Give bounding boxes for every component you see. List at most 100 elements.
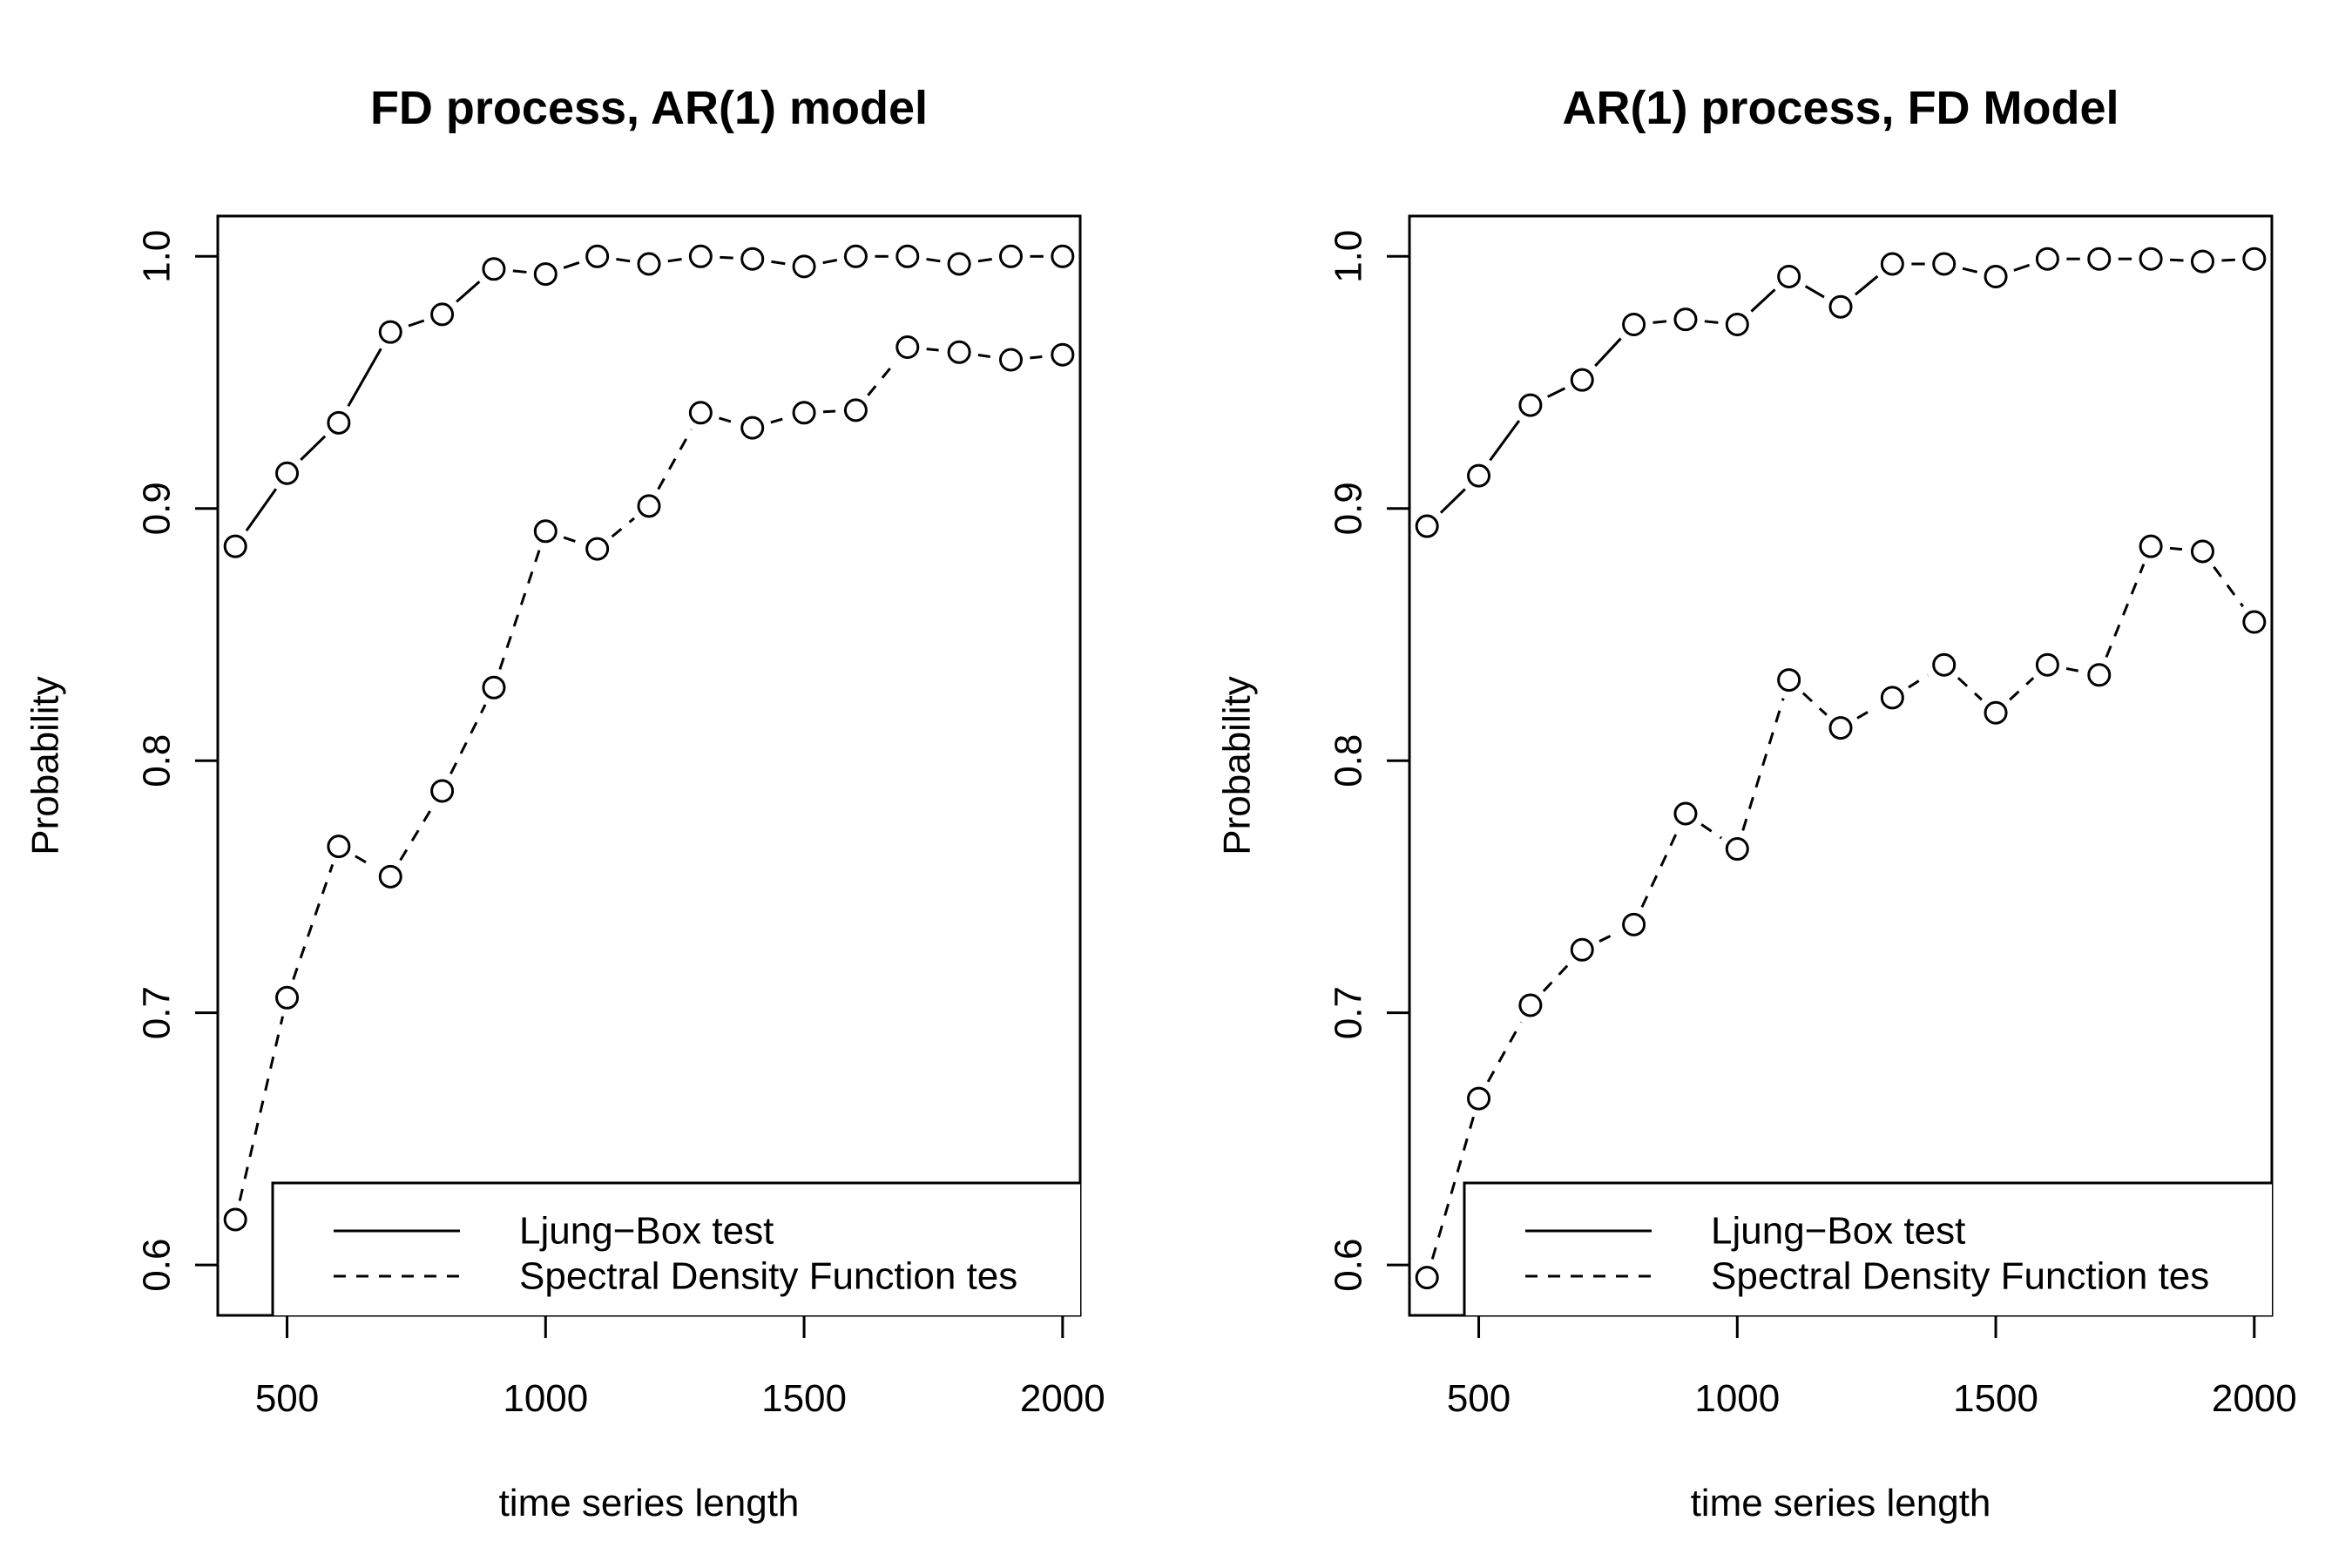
series-segment (1801, 692, 1828, 716)
data-point (1570, 368, 1594, 392)
series-segment (292, 863, 335, 980)
x-tick-label: 1500 (761, 1377, 847, 1420)
chart-title: AR(1) process, FD Model (1562, 82, 2119, 134)
series-segment (1640, 830, 1680, 909)
y-tick-label: 0.7 (136, 986, 179, 1039)
x-axis-label: time series length (1691, 1482, 1991, 1524)
x-tick-label: 1000 (1694, 1377, 1780, 1420)
data-point (1777, 264, 1801, 288)
data-point (2035, 652, 2059, 677)
data-point (1880, 252, 1904, 276)
x-tick-label: 500 (255, 1377, 319, 1420)
data-point (275, 461, 300, 485)
series-segment (977, 258, 992, 263)
series-segment (926, 348, 941, 352)
data-point (792, 401, 816, 425)
y-tick-label: 0.8 (1328, 734, 1370, 787)
data-point (843, 398, 868, 422)
series-ljung-box (1415, 247, 2267, 538)
data-point (482, 675, 506, 700)
data-point (2035, 247, 2059, 271)
series-segment (300, 435, 327, 461)
data-point (998, 244, 1023, 268)
series-segment (1908, 673, 1929, 689)
data-point (637, 494, 661, 518)
data-point (740, 416, 765, 440)
series-segment (1854, 274, 1879, 296)
y-axis-label: Probability (1216, 676, 1259, 855)
y-tick-label: 0.9 (1328, 482, 1370, 535)
series-segment (1856, 706, 1877, 720)
data-point (1415, 1266, 1439, 1290)
data-point (1467, 1086, 1491, 1111)
legend-box (1463, 1181, 2272, 1315)
data-point (1828, 294, 1853, 319)
x-tick-label: 1500 (1953, 1377, 2038, 1420)
series-segment (1594, 337, 1622, 368)
series-segment (2013, 263, 2031, 272)
data-point (947, 340, 971, 364)
series-spectral-density (223, 335, 1075, 1232)
data-point (1467, 463, 1491, 488)
series-segment (512, 269, 527, 274)
series-segment (347, 348, 382, 407)
series-segment (1750, 288, 1776, 313)
series-segment (245, 488, 278, 532)
series-segment (1652, 320, 1667, 324)
data-point (1725, 312, 1749, 336)
series-segment (1598, 931, 1618, 943)
data-point (327, 835, 351, 859)
series-segment (1547, 387, 1566, 398)
series-spectral-density (1415, 534, 2267, 1290)
data-point (1518, 393, 1543, 417)
series-segment (399, 807, 434, 862)
series-segment (563, 260, 580, 269)
series-segment (1439, 488, 1466, 514)
data-point (378, 320, 402, 344)
series-segment (1957, 677, 1983, 701)
series-segment (2213, 565, 2245, 608)
data-point (688, 401, 713, 425)
data-point (378, 864, 402, 889)
series-segment (1489, 419, 1521, 462)
data-point (1673, 801, 1698, 826)
y-tick-label: 0.8 (136, 734, 179, 787)
series-segment (667, 258, 682, 263)
data-point (1984, 264, 2008, 288)
series-segment (355, 855, 375, 868)
data-point (740, 247, 765, 271)
x-tick-label: 500 (1447, 1377, 1511, 1420)
series-segment (771, 260, 786, 266)
x-axis-label: time series length (499, 1482, 800, 1524)
series-segment (2105, 564, 2146, 658)
data-point (896, 244, 920, 268)
x-tick-label: 1000 (503, 1377, 588, 1420)
series-segment (1486, 1021, 1523, 1083)
data-point (1880, 686, 1904, 710)
data-point (1673, 308, 1698, 332)
data-point (482, 257, 506, 281)
series-segment (977, 354, 992, 359)
data-point (1777, 668, 1801, 693)
data-point (585, 244, 610, 268)
data-point (2190, 539, 2214, 564)
data-point (1570, 937, 1594, 962)
data-point (223, 1207, 247, 1232)
data-point (275, 985, 300, 1010)
data-point (1932, 652, 1957, 677)
series-segment (719, 416, 735, 424)
series-segment (1741, 698, 1785, 831)
data-point (1932, 252, 1957, 276)
data-point (1622, 912, 1646, 936)
data-point (637, 252, 661, 276)
series-segment (1542, 963, 1571, 992)
data-point (1828, 716, 1853, 740)
series-segment (611, 517, 636, 538)
data-point (947, 252, 971, 276)
data-point (1415, 514, 1439, 538)
data-point (327, 410, 351, 435)
series-segment (867, 361, 896, 396)
data-point (2087, 247, 2112, 271)
chart-panel-right: AR(1) process, FD Model 500 1000 1500 2000 ti… (1216, 82, 2297, 1524)
y-axis-label: Probability (24, 676, 67, 855)
